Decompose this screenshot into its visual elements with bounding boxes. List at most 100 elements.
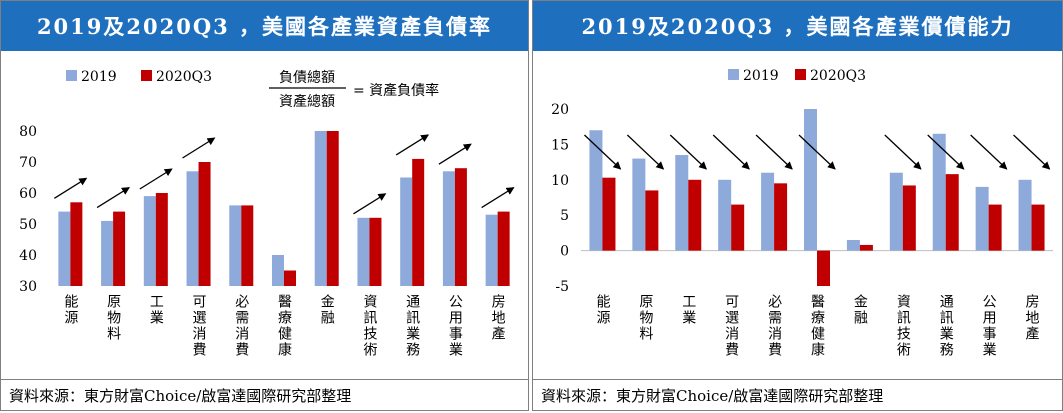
bar-2020q3 [774,183,788,251]
x-category-label: 必需消費 [766,294,782,358]
trend-arrow [970,134,1008,170]
bar-2020q3 [945,174,959,251]
x-category-label: 可選消費 [191,294,207,358]
x-category-label: 金融 [319,294,335,326]
bar-2020q3 [817,250,830,286]
x-category-label: 資訊技術 [361,294,377,358]
x-category-label: 通訊業務 [938,294,954,358]
bar-2020q3 [1031,204,1045,251]
bar-2020q3 [284,270,296,286]
bar-2019 [400,177,413,286]
y-tick-label: 20 [551,102,569,118]
x-category-label: 醫療健康 [809,294,825,358]
x-category-label: 金融 [852,294,868,326]
bar-2019 [442,171,455,286]
y-tick-label: 70 [19,155,37,171]
bar-2020q3 [645,190,659,251]
legend-label-2020q3: 2020Q3 [156,69,212,85]
bar-2020q3 [155,193,168,286]
y-tick-label: 80 [19,124,37,140]
x-category-label: 能源 [594,294,610,326]
right-chart-panel: 2019及2020Q3 ，美國各產業償債能力 -5 0 5 10 15 20 能源 原物料 工業… [532,0,1063,411]
trend-arrow [139,168,173,190]
legend-swatch-2019 [728,69,739,80]
x-category-label: 公用事業 [981,294,997,358]
bar-2020q3 [369,217,382,286]
bar-2019 [143,196,156,286]
bar-2019 [804,109,817,251]
bar-2019 [186,171,199,286]
trend-arrow [927,134,965,170]
x-category-label: 房地產 [1024,294,1040,342]
bar-2020q3 [326,131,339,286]
x-category-label: 必需消費 [233,294,249,358]
y-tick-label: 30 [19,279,37,295]
bar-2019 [846,239,860,251]
bar-2019 [761,172,775,251]
bar-2019 [718,179,732,251]
trend-arrow [798,134,836,170]
bar-2019 [975,186,989,251]
y-tick-label: 50 [19,217,37,233]
trend-arrow [353,193,387,215]
bar-2019 [357,217,370,286]
legend-label-2019: 2019 [743,68,779,84]
y-tick-label: 40 [19,248,37,264]
x-category-label: 資訊技術 [895,294,911,358]
trend-arrow [438,143,472,165]
x-category-label: 公用事業 [447,294,463,358]
formula-numerator: 負債總額 [279,69,335,86]
bar-2020q3 [731,204,745,251]
formula-denominator: 資產總額 [279,93,335,110]
trend-arrow [96,187,130,209]
bar-2020q3 [859,244,873,251]
trend-arrow [1013,134,1051,170]
trend-arrow [481,187,515,209]
trend-arrow [395,134,430,156]
x-category-label: 可選消費 [723,294,739,358]
bar-2020q3 [988,204,1002,251]
bar-2019 [272,255,284,286]
bar-2020q3 [602,177,616,251]
formula-result: = 資產負債率 [353,82,439,99]
bar-2019 [889,172,903,251]
bar-2019 [632,158,646,251]
trend-arrow [182,137,216,159]
trend-arrow [884,134,922,170]
trend-arrow [755,134,793,170]
bar-2020q3 [497,211,510,286]
right-bar-chart: -5 0 5 10 15 20 能源 原物料 工業 可選消費 必需消費 醫療健康 金融 資訊技術 通訊業務 公… [551,68,1053,358]
bar-2020q3 [454,168,467,286]
x-category-label: 原物料 [105,294,121,342]
legend-swatch-2020q3 [141,70,152,81]
y-tick-label: 10 [551,173,569,189]
left-bar-chart: 30 40 50 60 70 80 能源 原物料 工業 可選消費 必需消費 醫療健康 金融 資訊技術 通訊業… [19,69,515,358]
bar-2020q3 [688,179,702,251]
x-category-label: 工業 [680,294,696,326]
bar-2019 [229,205,242,286]
bar-2019 [932,133,946,251]
bar-2020q3 [241,205,254,286]
bar-2020q3 [113,211,126,286]
legend-label-2020q3: 2020Q3 [810,68,866,84]
legend-swatch-2020q3 [795,69,806,80]
legend-swatch-2019 [66,70,77,81]
x-category-label: 能源 [62,294,78,326]
legend-label-2019: 2019 [81,69,117,85]
x-category-label: 原物料 [637,294,653,342]
bar-2019 [1018,179,1032,251]
trend-arrow [54,177,88,199]
x-category-label: 房地產 [490,294,506,342]
y-tick-label: 0 [560,244,569,260]
x-category-label: 通訊業務 [404,294,420,358]
left-chart-title: 2019及2020Q3 ，美國各產業資產負債率 [1,1,528,51]
bar-2019 [101,220,114,286]
bar-2020q3 [902,185,916,251]
bar-2019 [58,211,71,286]
bar-2019 [314,131,327,286]
y-tick-label: 60 [19,186,37,202]
x-category-label: 工業 [148,294,164,326]
bar-2020q3 [198,162,211,286]
trend-arrow [626,134,665,170]
y-tick-label: -5 [555,279,569,295]
